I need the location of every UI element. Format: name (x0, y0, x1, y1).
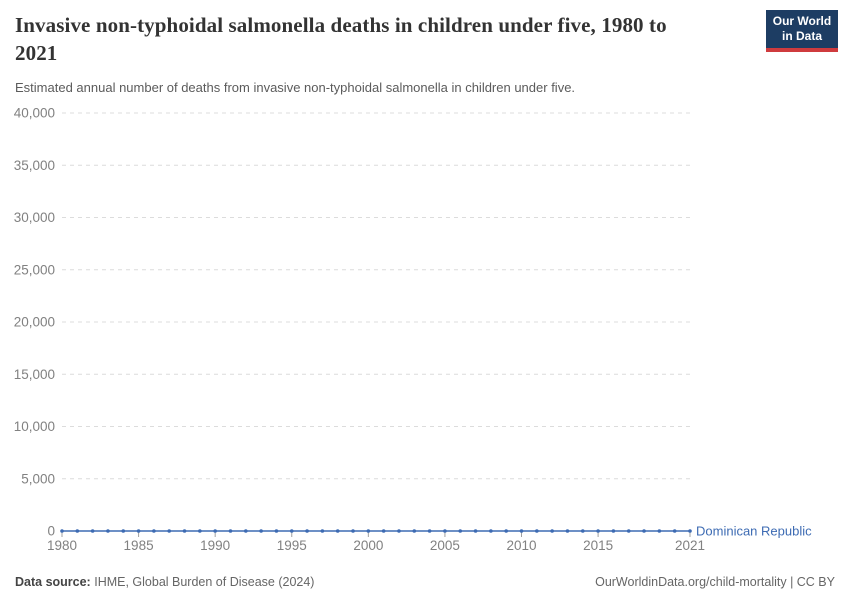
data-series: Dominican Republic (60, 524, 812, 539)
data-point (366, 529, 371, 533)
data-point (688, 529, 692, 533)
x-tick-label: 2010 (506, 538, 536, 553)
data-point (305, 529, 309, 533)
data-point (427, 529, 432, 533)
data-point (289, 529, 294, 533)
data-point (412, 529, 417, 533)
data-point (90, 529, 95, 533)
data-source-label: Data source: (15, 575, 91, 589)
data-point (75, 529, 80, 533)
y-tick-label: 15,000 (14, 367, 55, 382)
data-point (504, 529, 508, 533)
data-point (60, 529, 64, 533)
data-point (244, 529, 248, 533)
series-end-label: Dominican Republic (696, 524, 812, 539)
data-point (672, 529, 677, 533)
x-tick-label: 2015 (583, 538, 613, 553)
x-tick-label: 2021 (675, 538, 705, 553)
data-point (106, 529, 110, 533)
y-tick-label: 0 (47, 524, 55, 539)
x-tick-label: 1990 (200, 538, 230, 553)
data-point (535, 529, 539, 533)
data-point (596, 529, 600, 533)
data-point (259, 529, 263, 533)
y-tick-label: 10,000 (14, 419, 55, 434)
y-tick-label: 5,000 (21, 471, 55, 486)
y-tick-label: 40,000 (14, 106, 55, 121)
data-point (611, 529, 616, 533)
data-point (274, 529, 279, 533)
data-point (519, 529, 524, 533)
data-point (473, 529, 478, 533)
data-point (626, 529, 631, 533)
data-point (580, 529, 585, 533)
x-tick-label: 2005 (430, 538, 460, 553)
data-point (228, 529, 233, 533)
data-point (397, 529, 401, 533)
data-point (335, 529, 340, 533)
data-point (136, 529, 141, 533)
data-point (351, 529, 355, 533)
page-title: Invasive non-typhoidal salmonella deaths… (15, 13, 667, 65)
chart-canvas: 0 5,000 10,000 15,000 20,000 25,000 30,000 35,0… (14, 106, 812, 554)
x-tick-label: 1995 (277, 538, 307, 553)
line-chart: 0 5,000 10,000 15,000 20,000 25,000 30,000 35,0… (0, 100, 850, 560)
y-tick-label: 25,000 (14, 262, 55, 277)
y-axis: 0 5,000 10,000 15,000 20,000 25,000 30,000 35,0… (14, 106, 690, 539)
data-point (381, 529, 386, 533)
y-tick-label: 20,000 (14, 315, 55, 330)
data-point (550, 529, 554, 533)
data-point (642, 529, 646, 533)
chart-header: Invasive non-typhoidal salmonella deaths… (15, 12, 835, 95)
data-point (152, 529, 156, 533)
x-tick-label: 1980 (47, 538, 77, 553)
data-point (167, 529, 172, 533)
data-point (182, 529, 187, 533)
data-point (489, 529, 493, 533)
x-tick-label: 1985 (124, 538, 154, 553)
data-point (320, 529, 325, 533)
data-point (443, 529, 447, 533)
data-source: Data source: IHME, Global Burden of Dise… (15, 575, 314, 589)
x-tick-label: 2000 (353, 538, 383, 553)
data-source-text: IHME, Global Burden of Disease (2024) (94, 575, 315, 589)
chart-subtitle: Estimated annual number of deaths from i… (15, 80, 576, 96)
data-point (565, 529, 570, 533)
x-axis: 1980 1985 1990 1995 2000 2005 2010 2015 2021 (47, 531, 705, 553)
y-tick-label: 35,000 (14, 158, 55, 173)
data-point (657, 529, 662, 533)
owid-logo-line2: in Data (781, 29, 822, 43)
data-point (121, 529, 126, 533)
owid-logo: Our World in Data (766, 10, 838, 52)
attribution: OurWorldinData.org/child-mortality | CC … (595, 575, 835, 589)
owid-logo-line1: Our World (772, 14, 832, 28)
data-point (458, 529, 463, 533)
chart-footer: Data source: IHME, Global Burden of Dise… (15, 575, 835, 589)
data-point (198, 529, 202, 533)
y-tick-label: 30,000 (14, 210, 55, 225)
data-point (213, 529, 217, 533)
